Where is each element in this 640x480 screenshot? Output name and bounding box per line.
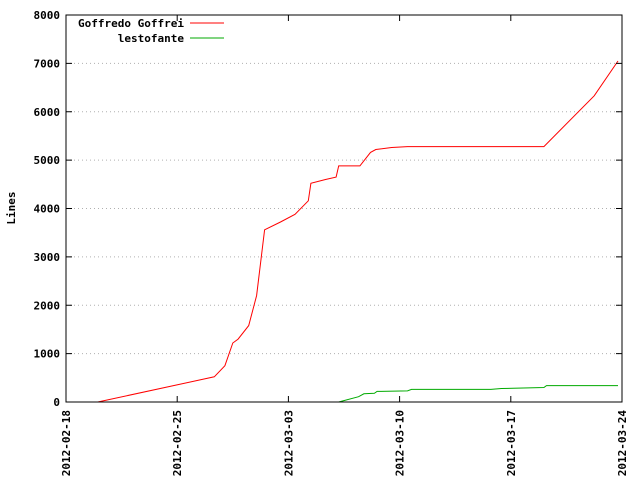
- legend-label-0: Goffredo Goffrei: [78, 17, 184, 30]
- grid: [66, 62, 622, 355]
- x-tick-label: 2012-03-10: [394, 410, 407, 476]
- y-tick-label: 7000: [34, 57, 61, 70]
- y-tick-label: 5000: [34, 154, 61, 167]
- y-tick-label: 4000: [34, 203, 61, 216]
- legend: Goffredo Goffrei lestofante: [78, 17, 224, 45]
- y-axis-title: Lines: [5, 191, 18, 224]
- legend-label-1: lestofante: [118, 32, 185, 45]
- x-tick-label: 2012-03-17: [505, 410, 518, 476]
- y-tick-label: 3000: [34, 251, 61, 264]
- x-tick-label: 2012-03-03: [282, 410, 295, 476]
- y-axis: 0 1000 2000 3000 4000 5000 6000 7000 8000: [34, 9, 622, 409]
- y-tick-label: 8000: [34, 9, 61, 22]
- y-tick-label: 1000: [34, 348, 61, 361]
- series-lines: [97, 60, 619, 403]
- y-tick-label: 0: [53, 396, 60, 409]
- y-tick-label: 2000: [34, 299, 61, 312]
- x-tick-label: 2012-02-25: [171, 410, 184, 476]
- series-line-1: [338, 385, 618, 403]
- series-line-0: [97, 60, 619, 403]
- x-tick-label: 2012-03-24: [616, 410, 629, 477]
- x-tick-label: 2012-02-18: [60, 410, 73, 476]
- x-axis: 2012-02-18 2012-02-25 2012-03-03 2012-03-10…: [60, 15, 629, 476]
- y-tick-label: 6000: [34, 106, 61, 119]
